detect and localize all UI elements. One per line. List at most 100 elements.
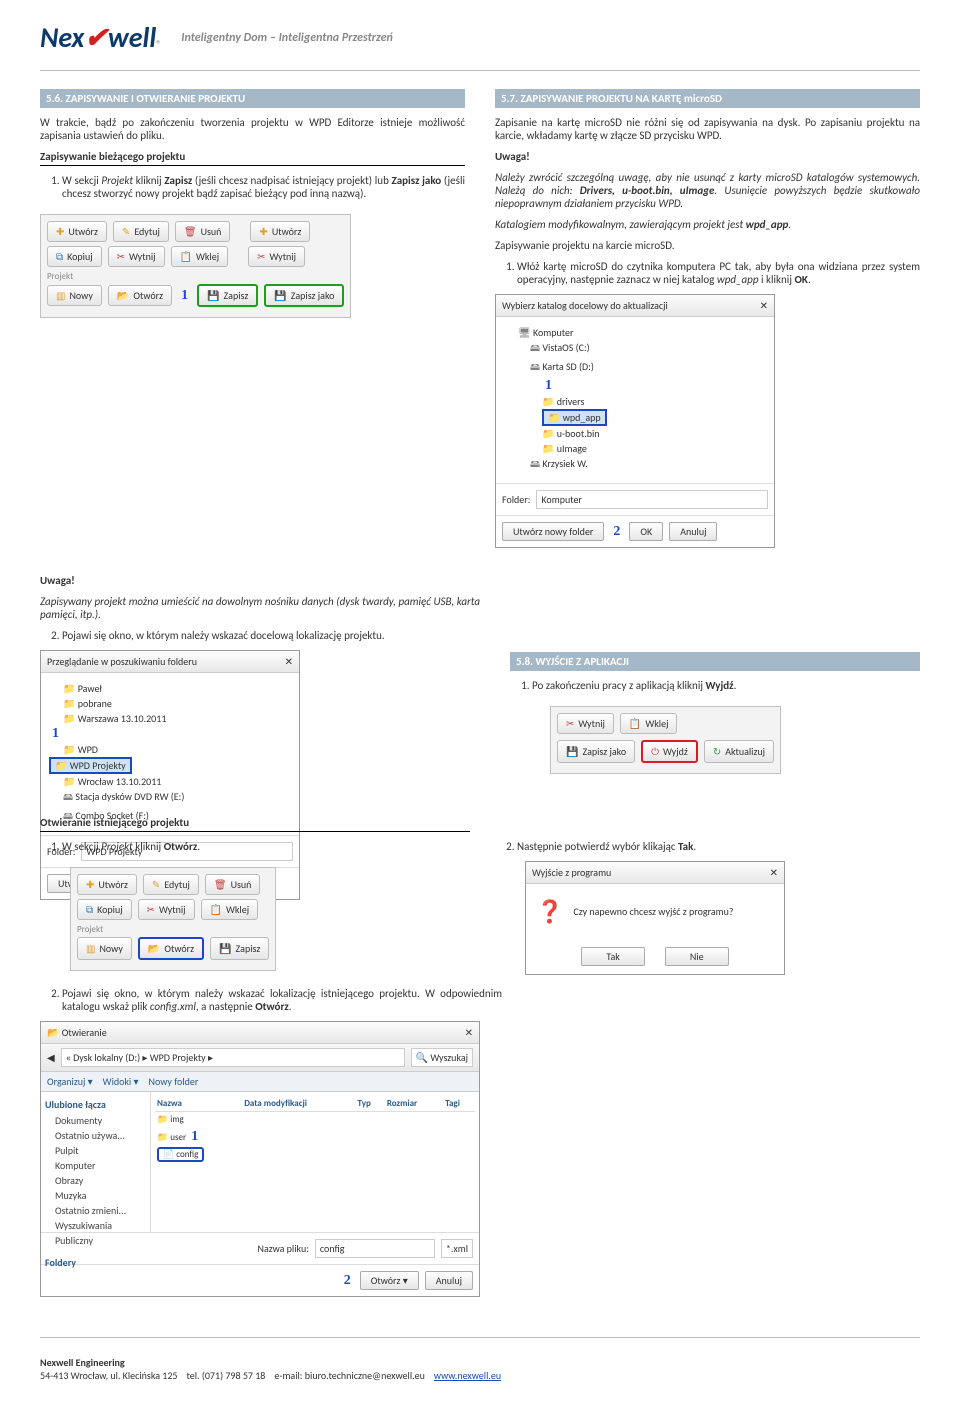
cancel-button[interactable]: Anuluj xyxy=(425,1271,473,1290)
s56-list2: Pojawi się okno, w którym należy wskazać… xyxy=(62,629,480,642)
tree-item[interactable]: 🖥 Komputer xyxy=(504,325,766,340)
btn-wklej[interactable]: 📋Wklej xyxy=(171,246,229,267)
btn-zapisz-jako[interactable]: 💾Zapisz jako xyxy=(264,284,344,307)
cut-icon: ✂ xyxy=(566,717,574,730)
tree-item[interactable]: 🖴 Krzysiek W. xyxy=(504,456,766,475)
tree-item[interactable]: 📁 uImage xyxy=(504,441,766,456)
side-item[interactable]: Wyszukiwania xyxy=(45,1218,146,1233)
btn-zapisz-jako[interactable]: 💾Zapisz jako xyxy=(557,740,635,763)
ok-button[interactable]: OK xyxy=(629,522,663,541)
tree-item[interactable]: 📁 pobrane xyxy=(49,696,291,711)
tree-item[interactable]: 🖴 Karta SD (D:) xyxy=(504,359,766,378)
btn-edytuj[interactable]: ✎Edytuj xyxy=(143,874,199,895)
tree-item[interactable]: 📁 WPD xyxy=(49,742,291,757)
btn-otworz[interactable]: 📂Otwórz xyxy=(108,285,172,306)
btn-wytnij[interactable]: ✂Wytnij xyxy=(108,246,165,267)
btn-edytuj[interactable]: ✎Edytuj xyxy=(113,221,169,242)
close-icon[interactable]: ✕ xyxy=(760,299,768,312)
yes-button[interactable]: Tak xyxy=(581,947,644,966)
side-item[interactable]: Pulpit xyxy=(45,1143,146,1158)
open-li2: Pojawi się okno, w którym należy wskazać… xyxy=(62,987,502,1013)
path-field[interactable]: « Dysk lokalny (D:) ▸ WPD Projekty ▸ xyxy=(61,1048,405,1067)
side-item[interactable]: Ostatnio używa... xyxy=(45,1128,146,1143)
open-button[interactable]: Otwórz ▾ xyxy=(360,1271,419,1290)
open-right: Następnie potwierdź wybór klikając Tak. … xyxy=(495,840,920,987)
section-56-header: 5.6. ZAPISYWANIE I OTWIERANIE PROJEKTU xyxy=(40,89,465,108)
side-item[interactable]: Ostatnio zmieni... xyxy=(45,1203,146,1218)
create-icon: ✚ xyxy=(259,225,267,238)
cut-icon: ✂ xyxy=(117,250,125,263)
tree-item[interactable]: 📁 Warszawa 13.10.2011 xyxy=(49,711,291,726)
table-row[interactable]: 📁 img xyxy=(155,1112,475,1128)
btn-usun[interactable]: 🗑Usuń xyxy=(205,874,261,895)
side-item[interactable]: Muzyka xyxy=(45,1188,146,1203)
organize-menu[interactable]: Organizuj ▾ xyxy=(47,1075,93,1088)
footer-url[interactable]: www.nexwell.eu xyxy=(434,1369,501,1382)
tree-item[interactable]: 📁 u-boot.bin xyxy=(504,426,766,441)
logo-slash: ✔ xyxy=(84,20,107,55)
btn-zapisz[interactable]: 💾Zapisz xyxy=(210,937,269,960)
tree-item[interactable]: 🖴 VistaOS (C:) xyxy=(504,340,766,359)
btn-aktualizuj[interactable]: ↻Aktualizuj xyxy=(704,740,774,763)
btn-wklej[interactable]: 📋Wklej xyxy=(620,713,678,734)
table-row[interactable]: 📁 user 1 xyxy=(155,1127,475,1147)
s58-list2: Następnie potwierdź wybór klikając Tak. xyxy=(517,840,920,853)
btn-kopiuj[interactable]: ⧉Kopiuj xyxy=(77,899,132,920)
s57-p1: Zapisanie na kartę microSD nie różni się… xyxy=(495,116,920,142)
table-row[interactable]: 📄 config xyxy=(155,1147,475,1162)
tree-item[interactable]: 📁 Paweł xyxy=(49,681,291,696)
btn-wklej[interactable]: 📋Wklej xyxy=(201,899,259,920)
btn-wytnij[interactable]: ✂Wytnij xyxy=(557,713,614,734)
btn-utworz[interactable]: ✚Utwórz xyxy=(47,221,107,242)
btn-zapisz[interactable]: 💾Zapisz xyxy=(197,284,258,307)
table-header: Nazwa Data modyfikacji Typ Rozmiar Tagi xyxy=(155,1096,475,1112)
s58-li1: Po zakończeniu pracy z aplikacją kliknij… xyxy=(532,679,920,692)
callout-2: 2 xyxy=(613,524,620,540)
tree-item-selected[interactable]: 📁 wpd_app xyxy=(542,409,607,426)
btn-wytnij[interactable]: ✂Wytnij xyxy=(138,899,195,920)
right-column: 5.7. ZAPISYWANIE PROJEKTU NA KARTĘ micro… xyxy=(495,89,920,560)
s57-sub: Zapisywanie projektu na karcie microSD. xyxy=(495,239,920,252)
btn-wytnij2[interactable]: ✂Wytnij xyxy=(248,246,305,267)
close-icon[interactable]: ✕ xyxy=(770,866,778,879)
s58-li2: Następnie potwierdź wybór klikając Tak. xyxy=(517,840,920,853)
tree-item-selected[interactable]: 📁 WPD Projekty xyxy=(49,757,132,774)
btn-utworz[interactable]: ✚Utwórz xyxy=(77,874,137,895)
s57-p2: Należy zwrócić szczególną uwagę, aby nie… xyxy=(495,171,920,210)
confirm-footer: Tak Nie xyxy=(526,939,784,974)
no-button[interactable]: Nie xyxy=(665,947,729,966)
side-item[interactable]: Publiczny xyxy=(45,1233,146,1248)
btn-otworz[interactable]: 📂Otwórz xyxy=(138,937,204,960)
btn-usun[interactable]: 🗑Usuń xyxy=(175,221,231,242)
section-58: 5.8. WYJŚCIE Z APLIKACJI Po zakończeniu … xyxy=(510,652,920,786)
foldery-toggle[interactable]: Foldery xyxy=(45,1254,146,1271)
side-item[interactable]: Komputer xyxy=(45,1158,146,1173)
new-folder-menu[interactable]: Nowy folder xyxy=(149,1075,199,1088)
close-icon[interactable]: ✕ xyxy=(465,1026,473,1039)
filter-field[interactable]: *.xml xyxy=(441,1239,473,1258)
paste-icon: 📋 xyxy=(629,717,641,730)
side-item[interactable]: Dokumenty xyxy=(45,1113,146,1128)
open-file-dialog: 📂 Otwieranie ✕ ◀ « Dysk lokalny (D:) ▸ W… xyxy=(40,1021,480,1297)
dialog-footer: Folder: Komputer xyxy=(496,483,774,515)
paste-icon: 📋 xyxy=(210,903,222,916)
folder-icon: 📁 xyxy=(55,759,67,772)
close-icon[interactable]: ✕ xyxy=(285,655,293,668)
btn-wyjdz[interactable]: ⏻Wyjdź xyxy=(641,740,698,763)
filename-field[interactable]: config xyxy=(315,1239,435,1258)
side-item[interactable]: Obrazy xyxy=(45,1173,146,1188)
btn-utworz2[interactable]: ✚Utwórz xyxy=(250,221,310,242)
callout-2: 2 xyxy=(344,1273,351,1289)
search-field[interactable]: 🔍 Wyszukaj xyxy=(411,1048,473,1067)
back-icon[interactable]: ◀ xyxy=(47,1051,55,1064)
btn-nowy[interactable]: ▥Nowy xyxy=(47,285,102,306)
s58-list: Po zakończeniu pracy z aplikacją kliknij… xyxy=(532,679,920,692)
new-folder-button[interactable]: Utwórz nowy folder xyxy=(502,522,604,541)
btn-kopiuj[interactable]: ⧉Kopiuj xyxy=(47,246,102,267)
open-two-col: W sekcji Projekt kliknij Otwórz. ✚Utwórz… xyxy=(40,840,920,987)
btn-nowy[interactable]: ▥Nowy xyxy=(77,937,132,960)
tree-item[interactable]: 📁 drivers xyxy=(504,394,766,409)
views-menu[interactable]: Widoki ▾ xyxy=(103,1075,139,1088)
cancel-button[interactable]: Anuluj xyxy=(669,522,717,541)
folder-field[interactable]: Komputer xyxy=(536,490,768,509)
